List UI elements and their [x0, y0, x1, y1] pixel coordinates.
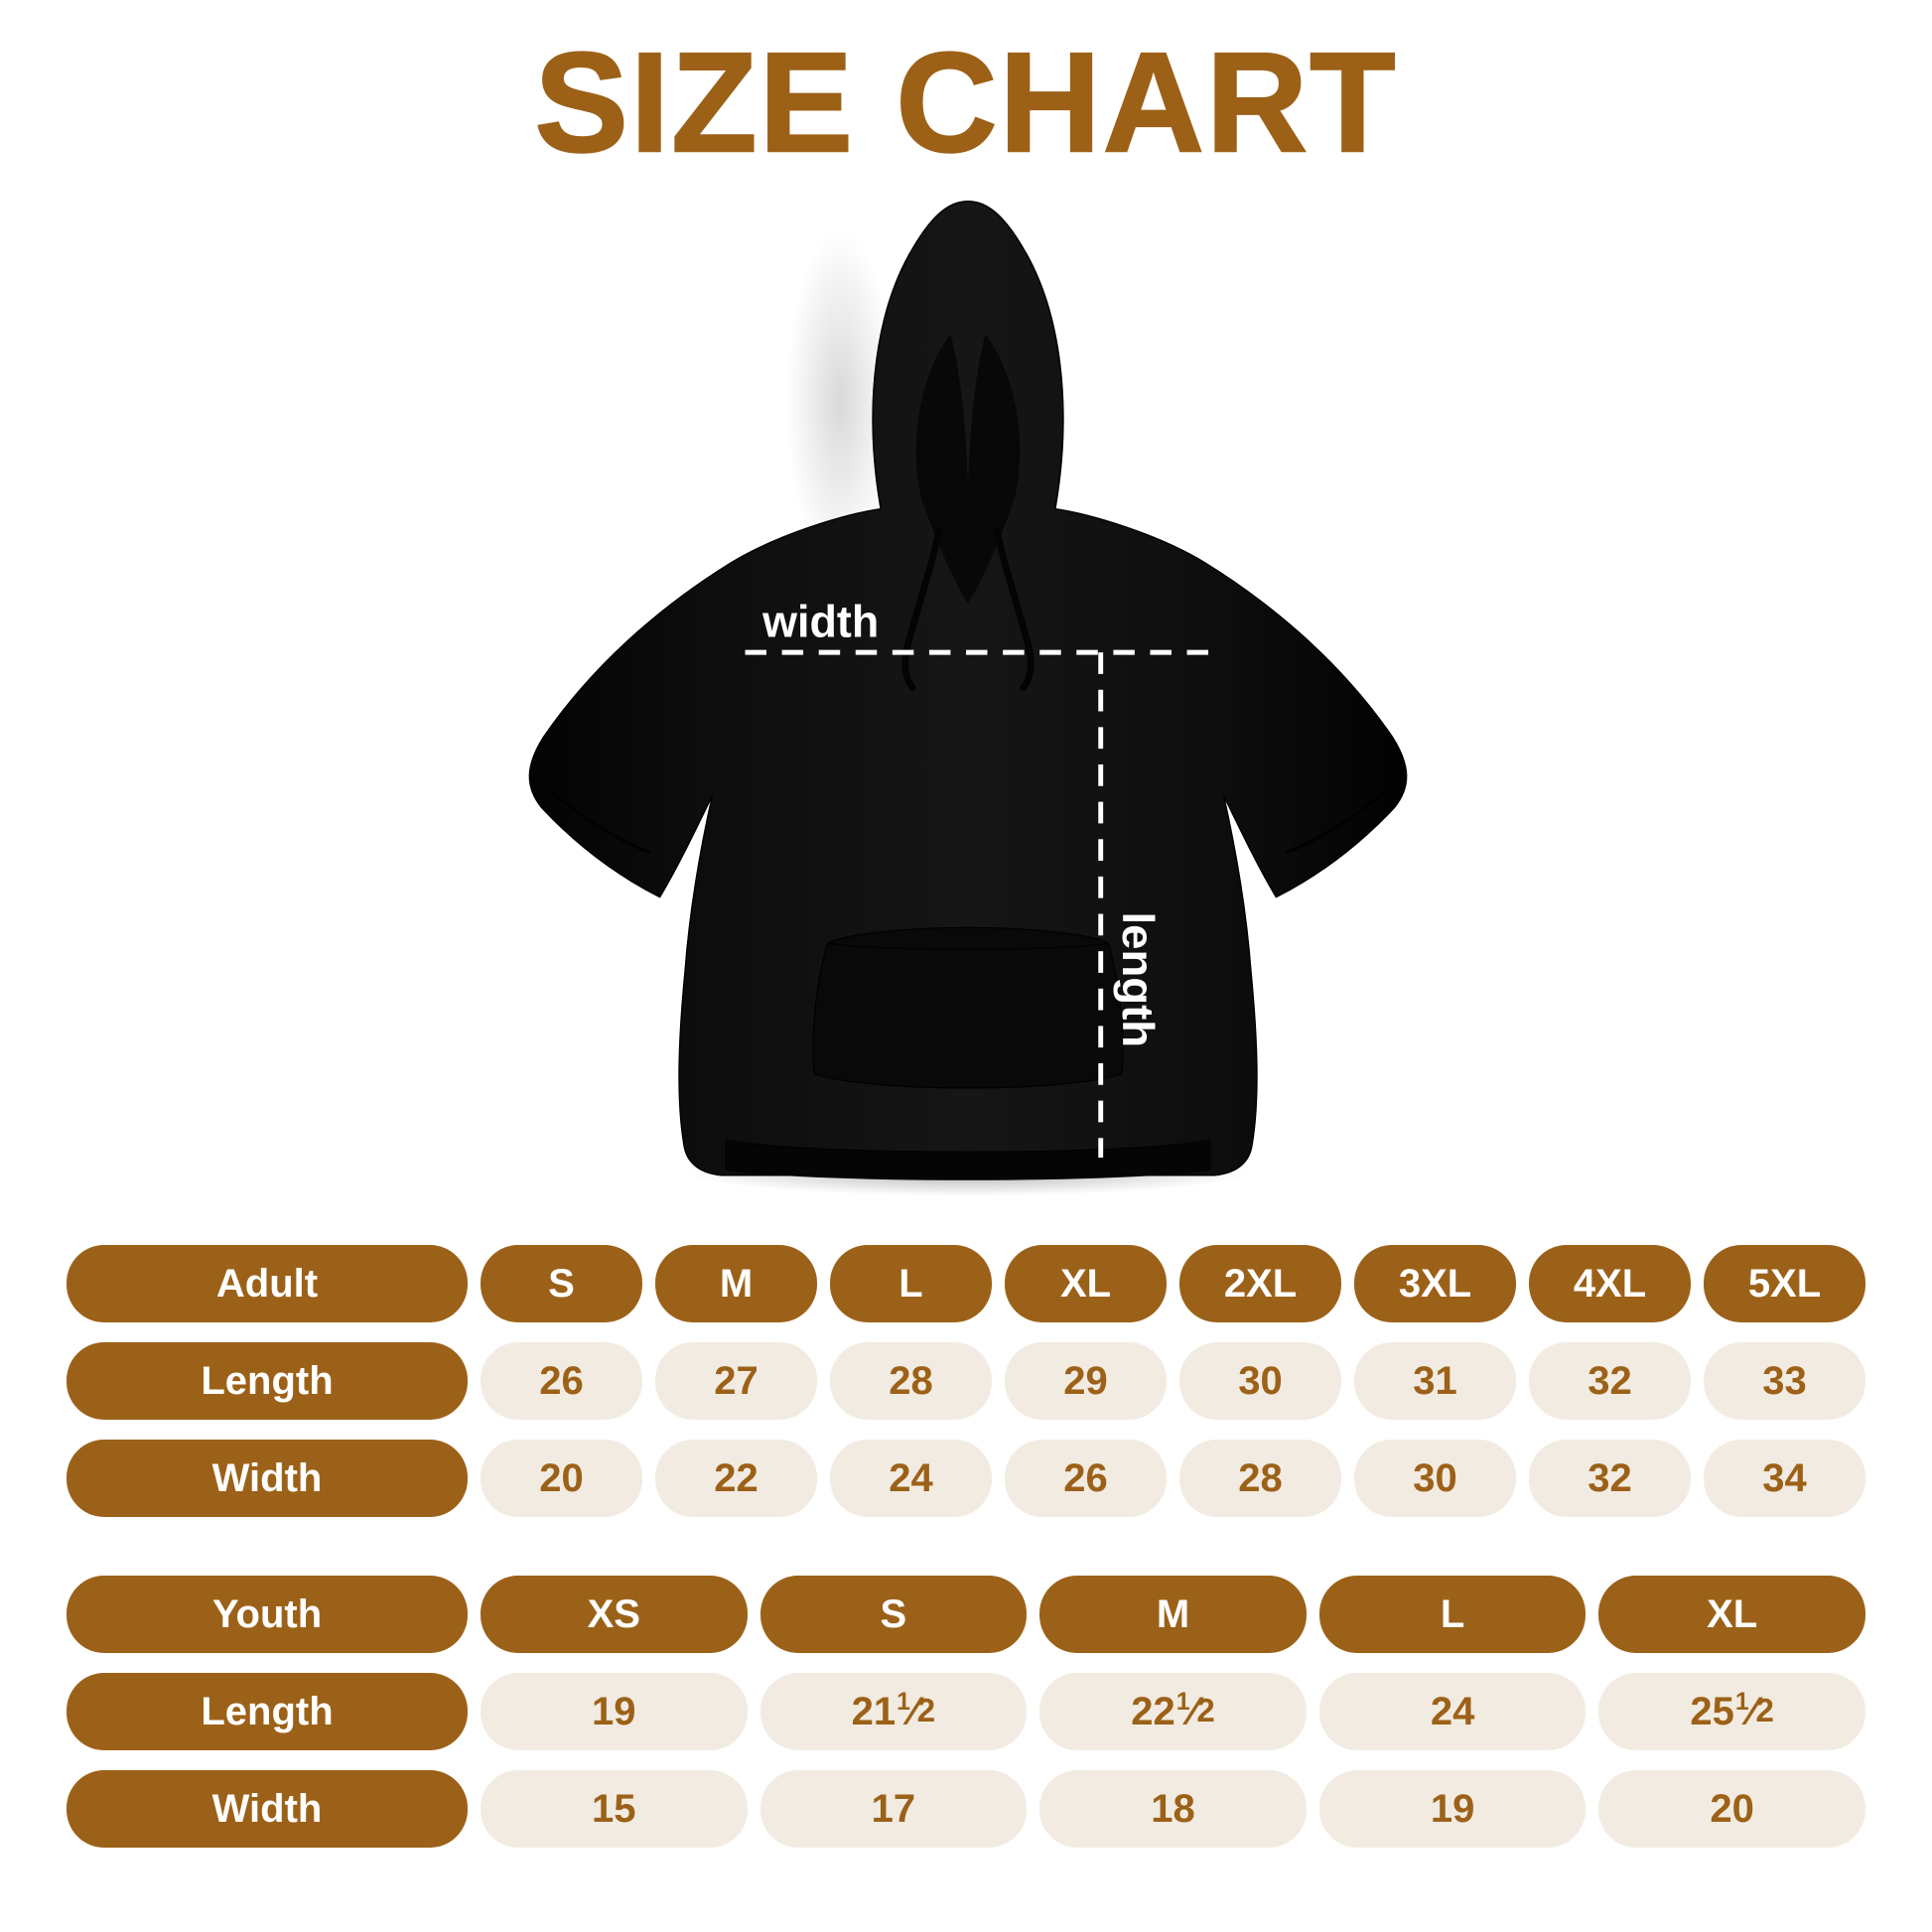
svg-text:width: width [761, 596, 879, 646]
svg-text:length: length [1113, 912, 1164, 1048]
